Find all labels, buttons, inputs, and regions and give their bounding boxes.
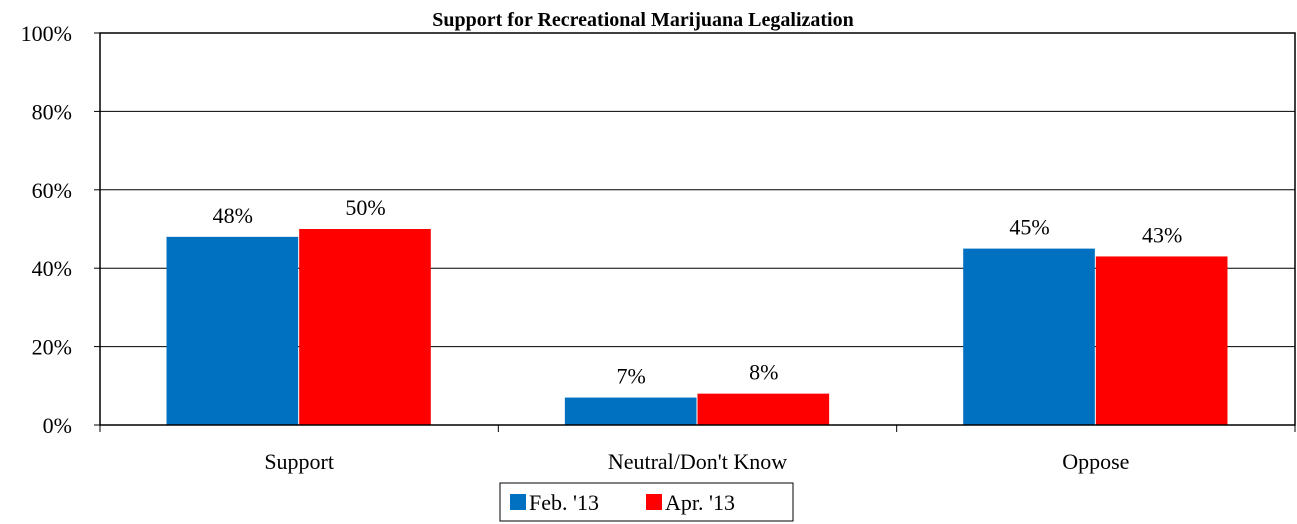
y-tick-label: 60% bbox=[32, 178, 72, 203]
bar bbox=[299, 229, 431, 425]
legend-label: Apr. '13 bbox=[665, 490, 735, 515]
y-tick-label: 100% bbox=[21, 21, 72, 46]
x-axis-ticks: Support Neutral/Don't Know Oppose bbox=[99, 425, 1296, 474]
y-tick-label: 20% bbox=[32, 335, 72, 360]
y-axis-ticks: 0% 20% 40% 60% 80% 100% bbox=[21, 21, 100, 438]
data-labels: 48% 50% 7% 8% 45% 43% bbox=[213, 195, 1183, 389]
legend-swatch bbox=[510, 494, 526, 510]
chart-title: Support for Recreational Marijuana Legal… bbox=[432, 9, 853, 31]
bar bbox=[166, 236, 299, 425]
legend-label: Feb. '13 bbox=[529, 490, 599, 515]
data-label: 43% bbox=[1142, 222, 1182, 247]
bar bbox=[564, 397, 697, 425]
y-tick-label: 80% bbox=[32, 99, 72, 124]
data-label: 8% bbox=[749, 360, 778, 385]
y-tick-label: 0% bbox=[43, 413, 72, 438]
legend-swatch bbox=[646, 494, 662, 510]
bar bbox=[1095, 256, 1228, 425]
x-tick-label: Neutral/Don't Know bbox=[608, 449, 787, 474]
bars bbox=[166, 229, 1228, 425]
data-label: 45% bbox=[1009, 215, 1049, 240]
data-label: 48% bbox=[213, 203, 253, 228]
x-tick-label: Support bbox=[264, 449, 334, 474]
y-tick-label: 40% bbox=[32, 256, 72, 281]
x-tick-label: Oppose bbox=[1062, 449, 1129, 474]
bar bbox=[697, 393, 830, 425]
data-label: 50% bbox=[345, 195, 385, 220]
data-label: 7% bbox=[617, 364, 646, 389]
plot-area-frame bbox=[99, 32, 1296, 426]
legend: Feb. '13 Apr. '13 bbox=[499, 482, 794, 522]
bar bbox=[963, 248, 1095, 425]
